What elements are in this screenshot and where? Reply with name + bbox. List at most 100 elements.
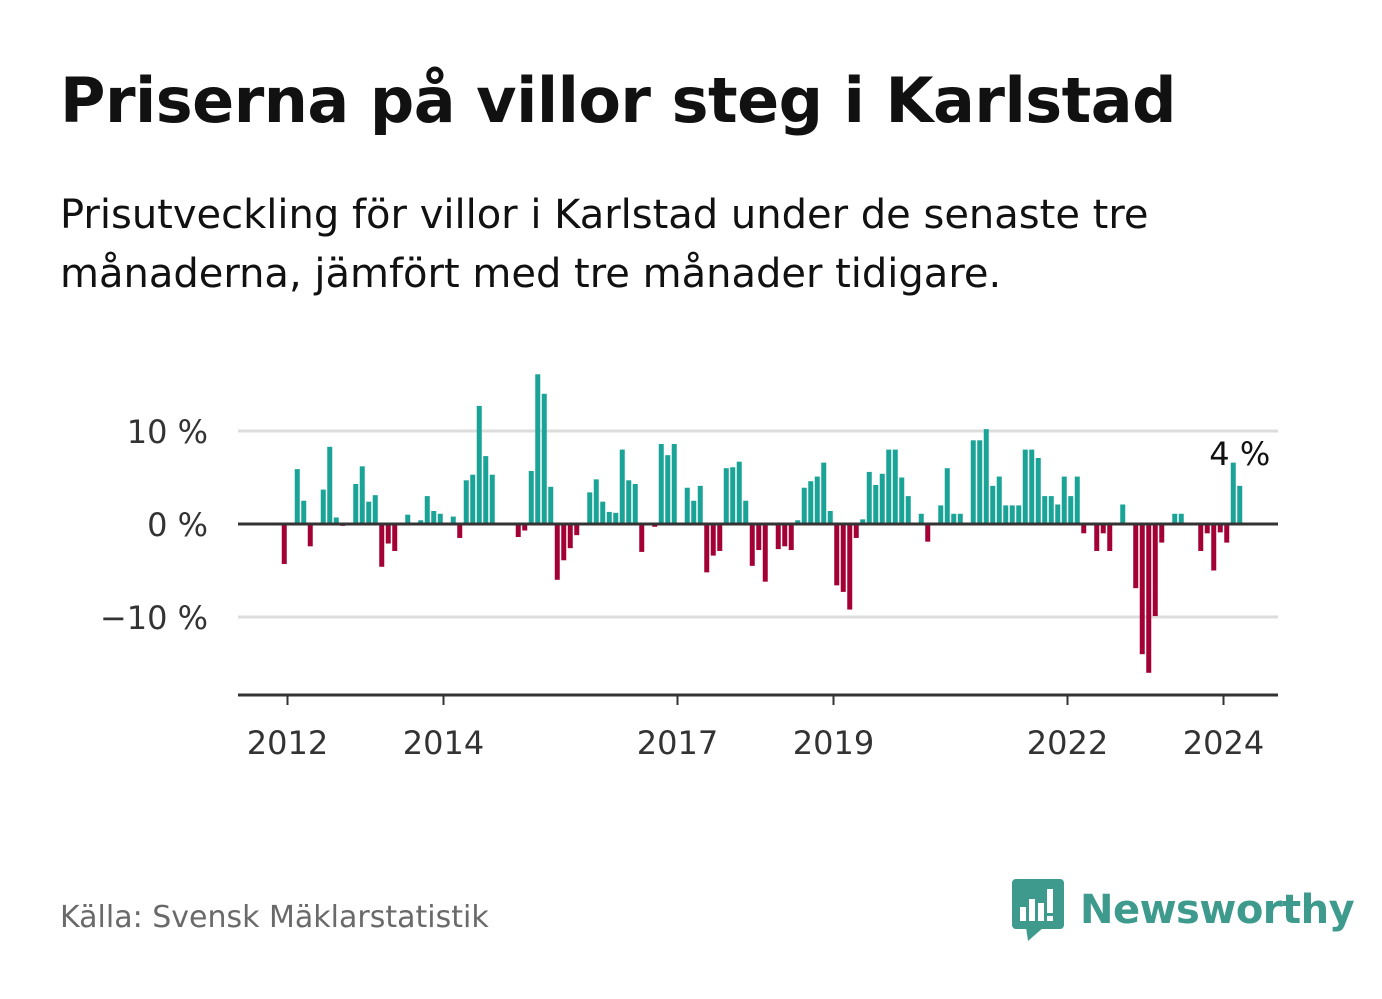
bar [743, 500, 749, 524]
bar [613, 512, 619, 524]
newsworthy-logo: Newsworthy [1012, 878, 1355, 942]
bar [489, 474, 495, 524]
bar [723, 468, 729, 524]
bar [1068, 496, 1074, 524]
y-axis-ticks: 10 % 0 % −10 % [100, 413, 208, 637]
bar [951, 513, 957, 524]
bar [372, 495, 378, 524]
bar [548, 486, 554, 524]
bar [795, 520, 801, 524]
bar [1061, 476, 1067, 524]
bar [879, 473, 885, 524]
bar [665, 455, 671, 524]
bar [918, 513, 924, 524]
bar [710, 524, 716, 556]
bar [392, 524, 398, 551]
bar [639, 524, 645, 552]
bar [1016, 505, 1022, 524]
bar [1139, 524, 1145, 655]
bar [1198, 524, 1204, 551]
x-tick-label: 2022 [1027, 724, 1108, 762]
bar [353, 484, 359, 524]
bar [470, 474, 476, 524]
bar [957, 513, 963, 524]
bar [691, 500, 697, 524]
bar [463, 480, 469, 524]
bar [359, 466, 365, 524]
x-tick-label: 2017 [637, 724, 718, 762]
bar [1029, 449, 1035, 524]
bar [600, 501, 606, 524]
bar [1022, 449, 1028, 524]
bar [944, 468, 950, 524]
bar [515, 524, 521, 538]
newsworthy-logo-icon [1012, 879, 1064, 941]
x-tick-label: 2019 [793, 724, 874, 762]
bar [1133, 524, 1139, 589]
bar [567, 524, 573, 549]
bar [535, 374, 541, 524]
bar [307, 524, 313, 547]
last-value-label: 4 % [1209, 435, 1270, 473]
bar [834, 524, 840, 586]
bar [892, 449, 898, 524]
bar [905, 496, 911, 524]
bar [1146, 524, 1152, 673]
bar [327, 446, 333, 524]
bar [847, 524, 853, 610]
bar [886, 449, 892, 524]
bar [1009, 505, 1015, 524]
bar [1152, 524, 1158, 617]
bar [1211, 524, 1217, 571]
bar [821, 462, 827, 524]
bar [684, 487, 690, 524]
bar [749, 524, 755, 566]
bar [1003, 505, 1009, 524]
bar [736, 461, 742, 524]
bar [1100, 524, 1106, 534]
bar [827, 510, 833, 524]
bar [281, 524, 287, 564]
bar [366, 501, 372, 524]
bar [808, 481, 814, 524]
bar [606, 511, 612, 524]
bar [476, 405, 482, 524]
bar [983, 429, 989, 524]
bar [431, 510, 437, 524]
bar [1178, 513, 1184, 524]
bar [814, 476, 820, 524]
bar [730, 467, 736, 524]
x-axis-ticks: 2012 2014 2017 2019 2022 2024 [247, 695, 1264, 762]
bar [522, 524, 528, 531]
bar [996, 476, 1002, 524]
chart-title: Priserna på villor steg i Karlstad [60, 64, 1176, 137]
bar [424, 496, 430, 524]
bar [762, 524, 768, 582]
bar [1042, 496, 1048, 524]
bar [1055, 504, 1061, 524]
bar [301, 500, 307, 524]
bar [574, 524, 580, 536]
bar [1230, 462, 1236, 524]
bar [970, 440, 976, 524]
chart-subtitle: Prisutveckling för villor i Karlstad und… [60, 192, 1149, 297]
bar [866, 471, 872, 524]
bar [1048, 496, 1054, 524]
bar [801, 487, 807, 524]
bar [418, 520, 424, 524]
bar [561, 524, 567, 561]
bar [320, 489, 326, 524]
bar [899, 477, 905, 524]
bar [333, 517, 339, 524]
y-tick-label: 10 % [127, 413, 208, 451]
bar [528, 470, 534, 524]
bar [925, 524, 931, 542]
gridlines [238, 429, 1278, 619]
bar [632, 484, 638, 524]
bar [1172, 513, 1178, 524]
source-note: Källa: Svensk Mäklarstatistik [60, 900, 489, 935]
x-tick-label: 2014 [403, 724, 484, 762]
bar [717, 524, 723, 551]
bar [860, 519, 866, 524]
